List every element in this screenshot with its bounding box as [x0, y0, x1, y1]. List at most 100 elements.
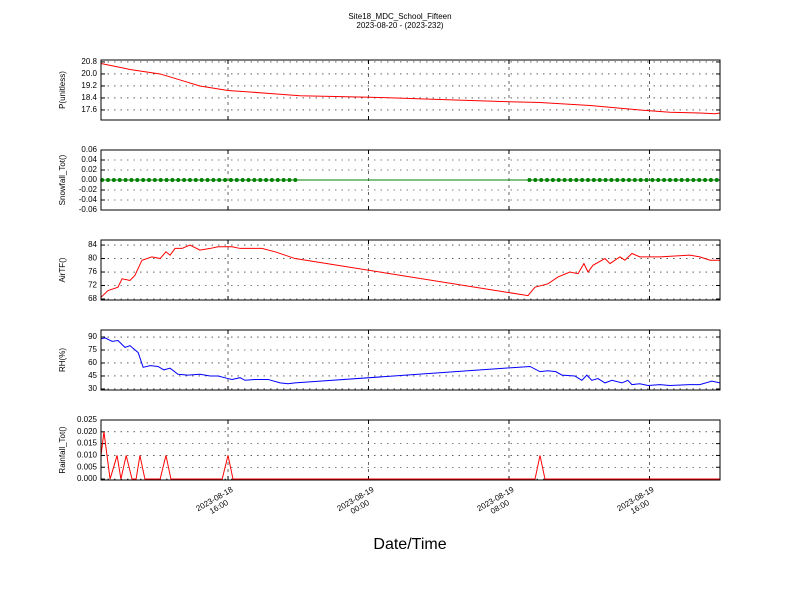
data-point	[673, 178, 678, 182]
data-point	[293, 178, 298, 182]
plot-frame	[100, 329, 721, 391]
chart-subtitle: 2023-08-20 - (2023-232)	[356, 21, 444, 30]
data-point	[603, 178, 608, 182]
y-tick-label: 0.06	[81, 145, 97, 154]
data-point	[714, 178, 719, 182]
y-tick-label: 75	[88, 345, 97, 354]
y-tick-label: 45	[88, 371, 97, 380]
data-point	[545, 178, 550, 182]
data-line	[100, 431, 720, 480]
data-point	[158, 178, 163, 182]
data-point	[223, 178, 228, 182]
y-tick-label: 18.4	[81, 93, 97, 102]
y-tick-label: 19.2	[81, 81, 97, 90]
data-point	[562, 178, 567, 182]
y-axis-label: Rainfall_Tot()	[58, 426, 67, 473]
y-tick-label: 90	[88, 332, 97, 341]
data-point	[574, 178, 579, 182]
data-point	[550, 178, 555, 182]
y-axis-label: P(unitless)	[58, 71, 67, 109]
data-line	[100, 337, 721, 387]
data-point	[269, 178, 274, 182]
y-tick-label: 20.8	[81, 57, 97, 66]
data-point	[644, 178, 649, 182]
data-point	[123, 178, 128, 182]
chart-title: Site18_MDC_School_Fifteen	[348, 12, 451, 21]
data-point	[211, 178, 216, 182]
data-point	[258, 178, 263, 182]
y-tick-label: 0.000	[77, 474, 98, 483]
y-axis-label: Snowfall_Tot()	[58, 154, 67, 205]
data-point	[609, 178, 614, 182]
y-tick-label: 84	[88, 240, 97, 249]
y-tick-label: 20.0	[81, 69, 97, 78]
data-point	[246, 178, 251, 182]
data-point	[667, 178, 672, 182]
data-point	[170, 178, 175, 182]
data-point	[117, 178, 122, 182]
data-point	[164, 178, 169, 182]
y-tick-label: 30	[88, 384, 97, 393]
data-point	[240, 178, 245, 182]
data-point	[591, 178, 596, 182]
y-axis-label: AirTF()	[58, 257, 67, 282]
y-tick-label: 0.005	[77, 462, 98, 471]
data-point	[234, 178, 239, 182]
data-point	[708, 178, 713, 182]
data-point	[111, 178, 116, 182]
data-point	[533, 178, 538, 182]
y-tick-label: 0.010	[77, 451, 98, 460]
y-tick-label: 76	[88, 267, 97, 276]
data-point	[275, 178, 280, 182]
y-tick-label: 17.6	[81, 105, 97, 114]
data-point	[205, 178, 210, 182]
data-point	[539, 178, 544, 182]
y-axis-label: RH(%)	[58, 348, 67, 372]
data-point	[691, 178, 696, 182]
y-tick-label: 0.00	[81, 175, 97, 184]
data-point	[281, 178, 286, 182]
y-tick-label: 72	[88, 281, 97, 290]
y-tick-label: 0.02	[81, 165, 97, 174]
data-point	[129, 178, 134, 182]
plot-frame	[100, 239, 721, 301]
data-point	[264, 178, 269, 182]
data-point	[527, 178, 532, 182]
data-point	[638, 178, 643, 182]
data-point	[586, 178, 591, 182]
y-tick-label: 0.04	[81, 155, 97, 164]
data-point	[697, 178, 702, 182]
data-point	[252, 178, 257, 182]
data-point	[141, 178, 146, 182]
y-tick-label: -0.02	[79, 185, 98, 194]
data-point	[626, 178, 631, 182]
data-point	[662, 178, 667, 182]
data-point	[615, 178, 620, 182]
data-point	[287, 178, 292, 182]
data-point	[703, 178, 708, 182]
data-point	[146, 178, 151, 182]
data-point	[228, 178, 233, 182]
data-point	[187, 178, 192, 182]
data-point	[650, 178, 655, 182]
data-point	[568, 178, 573, 182]
data-point	[176, 178, 181, 182]
data-point	[135, 178, 140, 182]
data-point	[556, 178, 561, 182]
data-point	[182, 178, 187, 182]
y-tick-label: 0.025	[77, 415, 98, 424]
plot-frame	[100, 59, 721, 121]
data-point	[199, 178, 204, 182]
data-point	[621, 178, 626, 182]
x-axis-label: Date/Time	[373, 536, 446, 553]
y-tick-label: 0.015	[77, 439, 98, 448]
data-point	[656, 178, 661, 182]
data-point	[632, 178, 637, 182]
y-tick-label: 0.020	[77, 427, 98, 436]
data-point	[597, 178, 602, 182]
y-tick-label: 80	[88, 254, 97, 263]
data-line	[100, 62, 721, 115]
data-point	[106, 178, 111, 182]
